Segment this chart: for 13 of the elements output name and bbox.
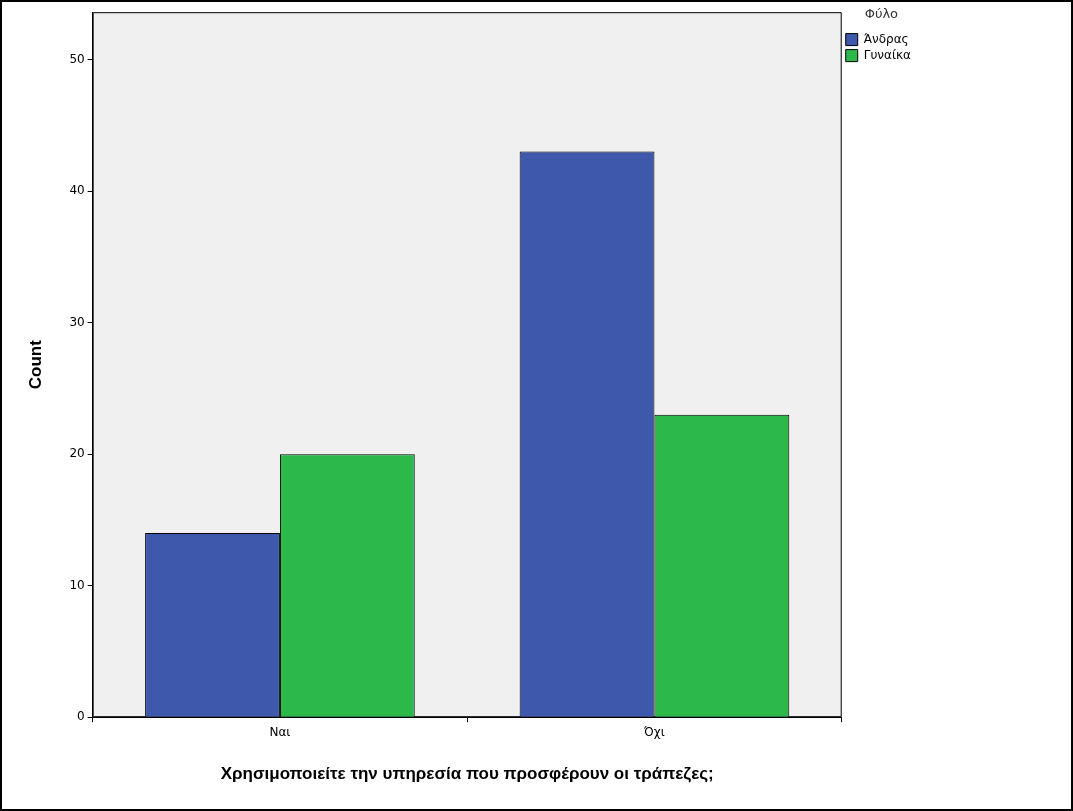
y-tick-label: 0 [77, 709, 85, 724]
y-tick-label: 30 [69, 314, 85, 329]
x-tick-label: Ναι [269, 724, 291, 739]
y-tick-label: 10 [69, 577, 85, 592]
y-tick-label: 40 [69, 183, 85, 198]
y-axis-title: Count [25, 339, 45, 390]
y-tick-label: 20 [69, 446, 85, 461]
legend-label: Άνδρας [863, 31, 909, 46]
legend-title: Φύλο [864, 5, 899, 21]
y-tick-label: 50 [69, 51, 85, 66]
x-tick-label: Όχι [643, 724, 665, 739]
x-axis-title: Χρησιμοποιείτε την υπηρεσία που προσφέρουν οι τράπεζες; [220, 764, 714, 784]
legend-label: Γυναίκα [863, 47, 912, 62]
